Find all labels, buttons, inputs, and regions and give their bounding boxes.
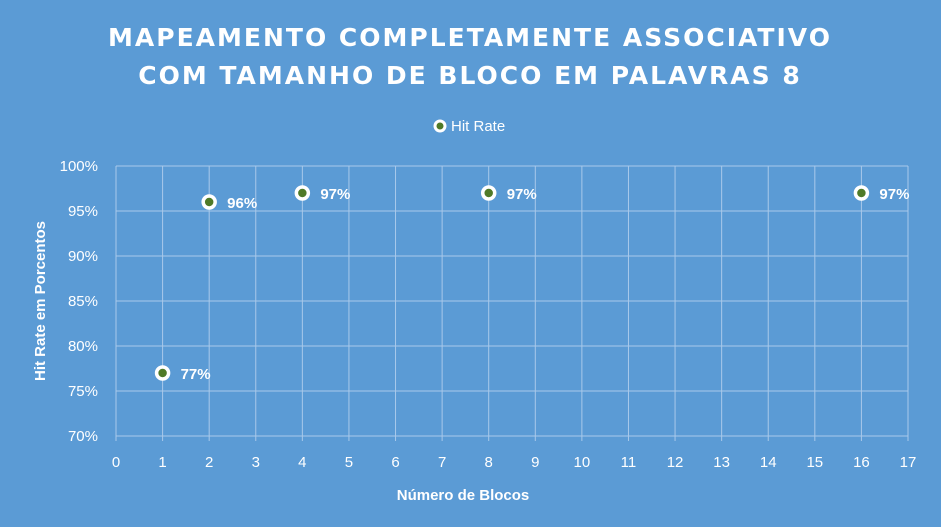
x-tick-label: 14	[760, 454, 777, 471]
data-points	[154, 185, 870, 381]
x-tick-label: 17	[900, 454, 917, 471]
x-tick-label: 7	[438, 454, 446, 471]
x-axis-title: Número de Blocos	[397, 487, 530, 504]
x-tick-label: 8	[485, 454, 493, 471]
x-tick-label: 9	[531, 454, 539, 471]
y-axis-title: Hit Rate em Porcentos	[32, 221, 49, 381]
data-point	[154, 365, 171, 381]
data-point	[853, 185, 870, 201]
x-tick-label: 10	[574, 454, 591, 471]
y-tick-label: 95%	[68, 203, 98, 220]
x-tick-label: 16	[853, 454, 870, 471]
y-tick-label: 75%	[68, 383, 98, 400]
x-tick-label: 5	[345, 454, 353, 471]
x-tick-label: 1	[158, 454, 166, 471]
data-label: 97%	[507, 186, 537, 203]
data-label: 77%	[181, 366, 211, 383]
x-tick-label: 12	[667, 454, 684, 471]
x-axis-ticks: 0 1 2 3 4 5 6 7 8 9 10 11 12 13 14 15 16 17	[112, 454, 917, 471]
legend: Hit Rate	[433, 118, 505, 135]
x-tick-label: 11	[621, 454, 637, 471]
chart-title-line-1: MAPEAMENTO COMPLETAMENTE ASSOCIATIVO	[108, 23, 832, 52]
y-tick-label: 90%	[68, 248, 98, 265]
data-label: 96%	[227, 195, 257, 212]
data-label: 97%	[879, 186, 909, 203]
x-tick-label: 6	[391, 454, 399, 471]
legend-marker	[433, 119, 447, 133]
y-tick-label: 85%	[68, 293, 98, 310]
x-tick-label: 15	[806, 454, 823, 471]
chart-title-line-2: COM TAMANHO DE BLOCO EM PALAVRAS 8	[138, 61, 802, 90]
y-tick-label: 70%	[68, 428, 98, 445]
grid-lines	[115, 165, 909, 441]
data-labels: 77% 96% 97% 97% 97%	[181, 186, 910, 383]
y-tick-label: 80%	[68, 338, 98, 355]
x-tick-label: 3	[252, 454, 260, 471]
x-tick-label: 0	[112, 454, 120, 471]
data-label: 97%	[320, 186, 350, 203]
x-tick-label: 13	[713, 454, 730, 471]
y-tick-label: 100%	[60, 158, 98, 175]
legend-label: Hit Rate	[451, 118, 505, 135]
x-tick-label: 4	[298, 454, 306, 471]
x-tick-label: 2	[205, 454, 213, 471]
y-axis-ticks: 70% 75% 80% 85% 90% 95% 100%	[60, 158, 98, 445]
data-point	[480, 185, 497, 201]
data-point	[294, 185, 311, 201]
data-point	[201, 194, 217, 210]
